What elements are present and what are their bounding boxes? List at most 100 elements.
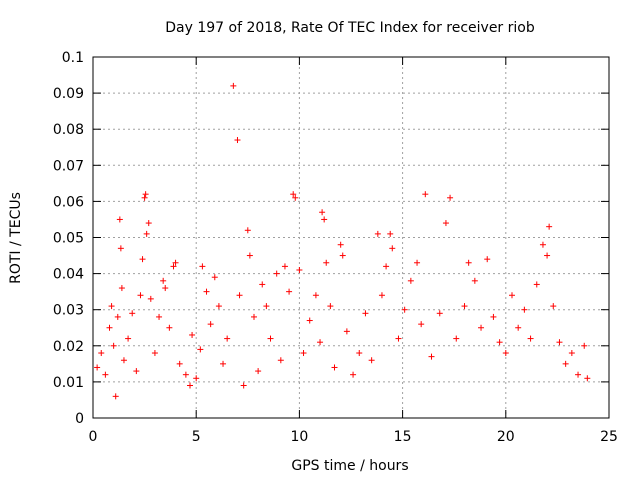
data-point [145,220,152,227]
data-point [139,256,146,263]
data-point [162,285,169,292]
data-point [556,339,563,346]
data-point [147,295,154,302]
data-point [562,360,569,367]
data-point [137,292,144,299]
data-point [290,191,297,198]
data-point [125,335,132,342]
data-point [277,357,284,364]
chart-title: Day 197 of 2018, Rate Of TEC Index for r… [165,20,535,36]
data-point [422,191,429,198]
axis-ticks: 0 0.01 0.02 0.03 0.04 0.05 0.06 0.07 0.08 0.09 0.1… [53,50,618,445]
data-point [224,335,231,342]
data-point [343,328,350,335]
data-point [515,324,522,331]
data-point [496,339,503,346]
data-point [141,194,148,201]
data-point [546,223,553,230]
data-point [116,216,123,223]
data-point [240,382,247,389]
data-point [356,350,363,357]
data-point [321,216,328,223]
data-point [207,321,214,328]
plot-frame [92,56,610,419]
y-tick-label: 0.05 [53,231,84,247]
y-axis-label: ROTI / TECUs [8,192,24,284]
gridlines [93,57,609,418]
data-point [414,259,421,266]
data-point [120,357,127,364]
data-point [133,368,140,375]
data-point [581,342,588,349]
data-point [331,364,338,371]
data-point [453,335,460,342]
y-tick-label: 0.09 [53,86,84,102]
data-point [273,270,280,277]
data-point [378,292,385,299]
data-point [296,266,303,273]
data-point [484,256,491,263]
data-point [337,241,344,248]
y-tick-label: 0.08 [53,122,84,138]
data-point [323,259,330,266]
data-points [94,82,591,400]
x-tick-label: 25 [600,429,618,445]
data-point [215,303,222,310]
data-point [234,137,241,144]
y-tick-label: 0.06 [53,194,84,210]
data-point [471,277,478,284]
y-tick-label: 0.07 [53,158,84,174]
data-point [327,303,334,310]
data-point [106,324,113,331]
data-point [160,277,167,284]
data-point [170,263,177,270]
data-point [220,360,227,367]
data-point [407,277,414,284]
data-point [102,371,109,378]
data-point [117,245,124,252]
data-point [350,371,357,378]
data-point [156,313,163,320]
data-point [112,393,119,400]
data-point [143,230,150,237]
data-point [490,313,497,320]
data-point [575,371,582,378]
data-point [368,357,375,364]
y-tick-label: 0.1 [62,50,84,66]
data-point [527,335,534,342]
data-point [267,335,274,342]
x-tick-label: 5 [192,429,201,445]
data-point [465,259,472,266]
data-point [317,339,324,346]
data-point [118,285,125,292]
x-tick-label: 20 [497,429,515,445]
data-point [447,194,454,201]
data-point [508,292,515,299]
data-point [166,324,173,331]
data-point [281,263,288,270]
data-point [230,82,237,89]
data-point [110,342,117,349]
y-tick-label: 0.03 [53,303,84,319]
data-point [362,310,369,317]
data-point [244,227,251,234]
data-point [211,274,218,281]
data-point [129,310,136,317]
data-point [263,303,270,310]
y-tick-label: 0.01 [53,375,84,391]
data-point [389,245,396,252]
data-point [189,331,196,338]
data-point [568,350,575,357]
x-tick-label: 10 [290,429,308,445]
data-point [203,288,210,295]
y-tick-label: 0.02 [53,339,84,355]
x-tick-label: 0 [89,429,98,445]
data-point [533,281,540,288]
data-point [292,194,299,201]
y-tick-label: 0 [75,411,84,427]
data-point [182,371,189,378]
data-point [312,292,319,299]
data-point [94,364,101,371]
data-point [401,306,408,313]
data-point [339,252,346,259]
